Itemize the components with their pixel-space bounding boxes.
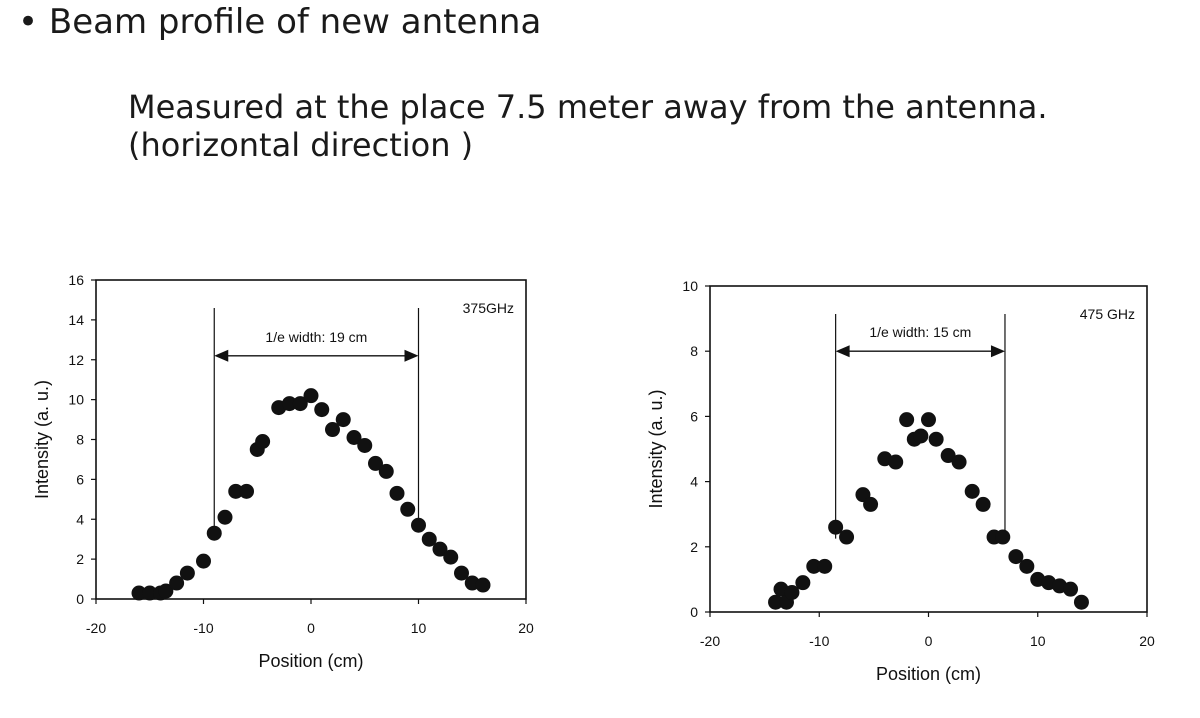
data-point bbox=[443, 549, 459, 565]
x-axis-label: Position (cm) bbox=[876, 664, 981, 684]
y-tick-label: 2 bbox=[690, 539, 698, 555]
data-point bbox=[357, 437, 373, 453]
data-point bbox=[228, 483, 244, 499]
data-point bbox=[940, 448, 956, 464]
y-tick-label: 8 bbox=[76, 432, 84, 448]
y-tick-label: 8 bbox=[690, 343, 698, 359]
width-marker-label: 1/e width: 15 cm bbox=[869, 324, 971, 340]
data-point bbox=[335, 412, 351, 428]
y-tick-label: 4 bbox=[690, 474, 698, 490]
width-marker-arrowhead-left bbox=[835, 345, 850, 358]
data-point bbox=[995, 529, 1011, 545]
beam-profile-chart-375ghz: 0 2 4 6 8 10 12 14 16 -20 -10 0 10 20 Position (cm) Int… bbox=[32, 272, 534, 671]
y-tick-label: 0 bbox=[690, 604, 698, 620]
data-point bbox=[928, 431, 944, 447]
data-point bbox=[239, 483, 254, 499]
data-point bbox=[768, 594, 784, 610]
x-tick-label: -10 bbox=[193, 620, 213, 636]
frequency-annotation: 375GHz bbox=[463, 300, 514, 316]
data-point bbox=[314, 402, 330, 418]
data-point bbox=[975, 496, 991, 512]
data-point bbox=[806, 558, 822, 574]
data-point bbox=[179, 565, 195, 581]
beam-profile-chart-475ghz: 0 2 4 6 8 10 -20 -10 0 10 20 Position (cm) Intensity… bbox=[646, 278, 1155, 684]
y-tick-label: 4 bbox=[76, 511, 84, 527]
data-point bbox=[951, 454, 967, 470]
y-axis-label: Intensity (a. u.) bbox=[32, 380, 52, 499]
y-tick-label: 6 bbox=[690, 408, 698, 424]
x-tick-label: -20 bbox=[86, 620, 106, 636]
x-tick-label: 0 bbox=[307, 620, 315, 636]
slide-subtitle: Measured at the place 7.5 meter away fro… bbox=[128, 88, 1048, 164]
data-point bbox=[921, 412, 936, 428]
data-point bbox=[454, 565, 469, 581]
data-point bbox=[795, 575, 811, 591]
data-point bbox=[863, 496, 879, 512]
data-point bbox=[1073, 594, 1089, 610]
data-point bbox=[411, 517, 426, 533]
x-tick-label: -20 bbox=[700, 633, 720, 649]
data-point bbox=[888, 454, 904, 470]
data-point bbox=[475, 577, 491, 593]
data-point bbox=[389, 485, 405, 501]
data-point bbox=[142, 585, 158, 601]
width-marker-label: 1/e width: 19 cm bbox=[265, 329, 367, 345]
width-marker-arrowhead-right bbox=[990, 345, 1005, 358]
data-point bbox=[303, 388, 319, 404]
subtitle-line-1: Measured at the place 7.5 meter away fro… bbox=[128, 88, 1048, 126]
bullet-glyph: • bbox=[18, 2, 39, 42]
y-tick-label: 12 bbox=[68, 352, 84, 368]
y-tick-label: 10 bbox=[68, 392, 84, 408]
data-point bbox=[346, 430, 362, 446]
data-point bbox=[828, 519, 844, 535]
data-point bbox=[1008, 549, 1024, 565]
width-marker-arrowhead-left bbox=[214, 349, 229, 362]
x-tick-label: 0 bbox=[925, 633, 933, 649]
width-marker-arrowhead-right bbox=[404, 349, 419, 362]
frequency-annotation: 475 GHz bbox=[1080, 306, 1135, 322]
data-point bbox=[1063, 581, 1079, 597]
x-tick-label: 20 bbox=[1139, 633, 1155, 649]
data-point bbox=[217, 509, 233, 525]
x-axis-label: Position (cm) bbox=[258, 651, 363, 671]
data-point bbox=[1019, 558, 1035, 574]
data-point bbox=[899, 412, 915, 428]
y-tick-label: 6 bbox=[76, 471, 84, 487]
data-point bbox=[368, 455, 383, 471]
x-tick-label: -10 bbox=[809, 633, 829, 649]
data-point bbox=[421, 531, 437, 547]
data-point bbox=[255, 433, 271, 449]
y-tick-label: 2 bbox=[76, 551, 84, 567]
data-point bbox=[432, 541, 448, 557]
data-point bbox=[169, 575, 185, 591]
y-tick-label: 10 bbox=[682, 278, 698, 294]
data-point bbox=[913, 428, 929, 444]
x-tick-label: 10 bbox=[1030, 633, 1046, 649]
data-point bbox=[196, 553, 211, 569]
data-point bbox=[158, 583, 174, 599]
data-point bbox=[784, 584, 800, 600]
data-point bbox=[400, 501, 416, 517]
y-axis-label: Intensity (a. u.) bbox=[646, 389, 666, 508]
subtitle-line-2: (horizontal direction ) bbox=[128, 126, 474, 164]
slide-heading: • Beam profile of new antenna bbox=[18, 2, 541, 42]
x-tick-label: 10 bbox=[411, 620, 427, 636]
y-tick-label: 14 bbox=[68, 312, 84, 328]
data-point bbox=[206, 525, 222, 541]
heading-text: Beam profile of new antenna bbox=[48, 2, 542, 42]
y-tick-label: 0 bbox=[76, 591, 84, 607]
data-point bbox=[817, 558, 833, 574]
x-tick-label: 20 bbox=[518, 620, 534, 636]
data-point bbox=[839, 529, 855, 545]
data-point bbox=[964, 483, 980, 499]
data-point bbox=[378, 463, 394, 479]
y-tick-label: 16 bbox=[68, 272, 84, 288]
data-point bbox=[131, 585, 147, 601]
data-point bbox=[282, 396, 297, 412]
data-point bbox=[325, 422, 340, 438]
data-point bbox=[292, 396, 308, 412]
